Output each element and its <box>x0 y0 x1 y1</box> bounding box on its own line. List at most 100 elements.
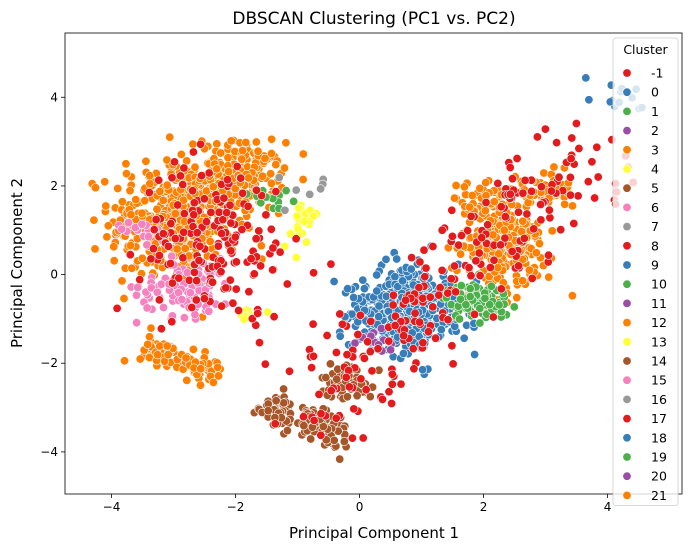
point-cluster-9 <box>398 276 408 286</box>
point-cluster--1 <box>268 265 278 275</box>
point-cluster--1 <box>269 312 279 322</box>
point-cluster-21 <box>298 149 308 159</box>
legend-label: 19 <box>651 450 667 465</box>
point-cluster-21 <box>258 171 268 181</box>
point-cluster--1 <box>593 172 603 182</box>
x-tick-label: 2 <box>480 500 488 514</box>
point-cluster--1 <box>434 290 444 300</box>
legend-label: 0 <box>651 85 659 100</box>
point-cluster-10 <box>461 300 471 310</box>
point-cluster-3 <box>549 162 559 172</box>
point-cluster-15 <box>137 219 147 229</box>
point-cluster-12 <box>196 380 206 390</box>
point-cluster-3 <box>91 183 101 193</box>
point-cluster--1 <box>471 256 481 266</box>
point-cluster-7 <box>280 205 290 215</box>
point-cluster--1 <box>204 168 214 178</box>
point-cluster--1 <box>543 250 553 260</box>
point-cluster-21 <box>260 153 270 163</box>
point-cluster--1 <box>512 154 522 164</box>
point-cluster-3 <box>120 356 130 366</box>
point-cluster-21 <box>531 248 541 258</box>
point-cluster--1 <box>158 229 168 239</box>
point-cluster--1 <box>384 336 394 346</box>
point-cluster-12 <box>182 375 192 385</box>
legend-marker <box>622 375 632 385</box>
point-cluster-21 <box>544 272 554 282</box>
point-cluster-6 <box>159 302 169 312</box>
point-cluster-3 <box>121 159 131 169</box>
point-cluster--1 <box>223 175 233 185</box>
point-cluster-9 <box>372 286 382 296</box>
point-cluster--1 <box>514 261 524 271</box>
point-cluster--1 <box>443 315 453 325</box>
point-cluster--1 <box>189 198 199 208</box>
point-cluster--1 <box>488 312 498 322</box>
point-cluster--1 <box>496 240 506 250</box>
point-cluster-12 <box>143 339 153 349</box>
point-cluster--1 <box>513 207 523 217</box>
point-cluster--1 <box>574 144 584 154</box>
point-cluster--1 <box>271 187 281 197</box>
point-cluster--1 <box>231 284 241 294</box>
point-cluster-3 <box>102 232 112 242</box>
point-cluster--1 <box>507 174 517 184</box>
point-cluster-21 <box>279 163 289 173</box>
point-cluster-21 <box>216 148 226 158</box>
point-cluster-10 <box>475 303 485 313</box>
point-cluster-3 <box>158 195 168 205</box>
point-cluster-3 <box>162 180 172 190</box>
point-cluster--1 <box>316 430 326 440</box>
point-cluster--1 <box>192 276 202 286</box>
point-cluster--1 <box>247 314 257 324</box>
point-cluster--1 <box>552 138 562 148</box>
point-cluster-19 <box>281 186 291 196</box>
point-cluster--1 <box>331 413 341 423</box>
point-cluster--1 <box>592 142 602 152</box>
point-cluster-3 <box>489 197 499 207</box>
point-cluster--1 <box>522 209 532 219</box>
point-cluster-3 <box>188 139 198 149</box>
point-cluster--1 <box>448 359 458 369</box>
point-cluster-3 <box>145 171 155 181</box>
point-cluster--1 <box>219 193 229 203</box>
point-cluster--1 <box>469 309 479 319</box>
legend-label: 9 <box>651 258 659 273</box>
point-cluster-21 <box>237 154 247 164</box>
point-cluster-0 <box>581 73 591 83</box>
point-cluster--1 <box>154 175 164 185</box>
point-cluster-6 <box>132 318 142 328</box>
point-cluster--1 <box>256 261 266 271</box>
point-cluster-10 <box>486 281 496 291</box>
point-cluster--1 <box>188 186 198 196</box>
point-cluster--1 <box>545 213 555 223</box>
point-cluster-3 <box>89 215 99 225</box>
point-cluster-6 <box>152 287 162 297</box>
point-cluster--1 <box>500 233 510 243</box>
point-cluster-3 <box>119 293 129 303</box>
point-cluster--1 <box>410 308 420 318</box>
point-cluster-9 <box>436 325 446 335</box>
point-cluster--1 <box>556 225 566 235</box>
point-cluster-6 <box>185 288 195 298</box>
point-cluster-3 <box>212 139 222 149</box>
point-cluster-2 <box>386 345 396 355</box>
point-cluster--1 <box>275 247 285 257</box>
point-cluster-12 <box>196 364 206 374</box>
point-cluster-5 <box>306 434 316 444</box>
y-tick-label: −2 <box>40 356 58 370</box>
point-cluster-3 <box>465 202 475 212</box>
point-cluster--1 <box>260 359 270 369</box>
point-cluster-9 <box>374 312 384 322</box>
point-cluster--1 <box>349 404 359 414</box>
point-cluster--1 <box>344 382 354 392</box>
point-cluster-21 <box>518 276 528 286</box>
point-cluster--1 <box>196 139 206 149</box>
point-cluster-9 <box>406 264 416 274</box>
point-cluster--1 <box>195 241 205 251</box>
point-cluster--1 <box>377 394 387 404</box>
point-cluster--1 <box>474 248 484 258</box>
point-cluster--1 <box>228 298 238 308</box>
point-cluster-6 <box>177 295 187 305</box>
legend-label: 5 <box>651 181 659 196</box>
